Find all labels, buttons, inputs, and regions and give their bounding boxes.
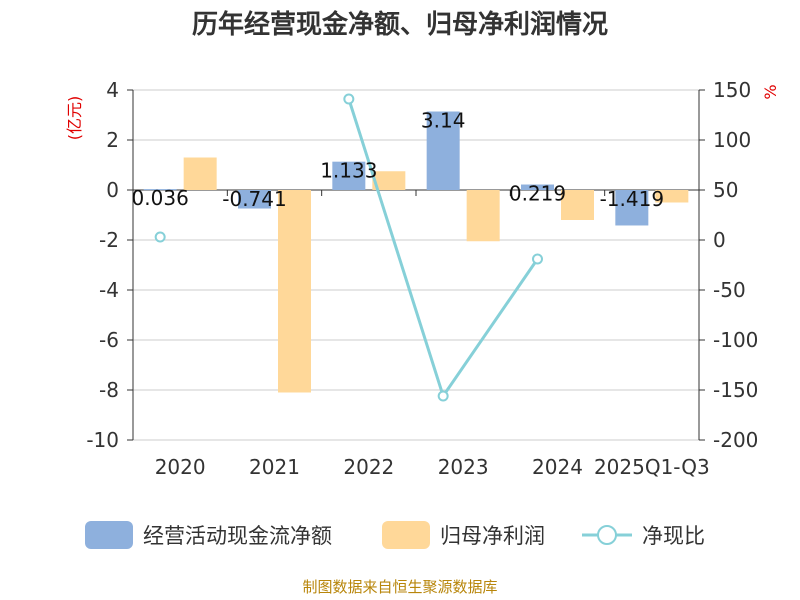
left-tick-label: -10 bbox=[86, 428, 119, 452]
right-tick-label: -100 bbox=[713, 328, 758, 352]
cashflow-data-label: -1.419 bbox=[600, 187, 664, 211]
legend-label-cash-ratio: 净现比 bbox=[642, 524, 705, 548]
chart-title: 历年经营现金净额、归母净利润情况 bbox=[192, 9, 608, 40]
legend-marker-cash-ratio bbox=[597, 525, 617, 545]
x-tick-label: 2024 bbox=[532, 455, 583, 479]
cash-ratio-point bbox=[154, 231, 166, 243]
cashflow-data-label: -0.741 bbox=[222, 187, 286, 211]
net-profit-bar bbox=[278, 190, 311, 393]
left-tick-label: 4 bbox=[106, 78, 119, 102]
net-profit-bar bbox=[372, 171, 406, 190]
cashflow-data-label: 1.133 bbox=[320, 159, 377, 183]
x-tick-label: 2022 bbox=[343, 455, 394, 479]
right-tick-label: 150 bbox=[713, 78, 751, 102]
right-tick-label: 100 bbox=[713, 128, 751, 152]
legend-swatch-cashflow bbox=[85, 521, 133, 549]
cash-ratio-point bbox=[532, 253, 543, 265]
cashflow-data-label: 0.036 bbox=[132, 186, 189, 210]
left-tick-label: -2 bbox=[99, 228, 119, 252]
source-note: 制图数据来自恒生聚源数据库 bbox=[302, 578, 497, 596]
left-tick-label: -8 bbox=[99, 378, 119, 402]
right-tick-label: 50 bbox=[713, 178, 738, 202]
x-tick-label: 2020 bbox=[155, 455, 206, 479]
cashflow-bar bbox=[521, 184, 554, 190]
cashflow-bar bbox=[143, 189, 177, 191]
legend-label-net-profit: 归母净利润 bbox=[440, 524, 545, 548]
net-profit-bar bbox=[561, 190, 594, 220]
x-tick-label: 2023 bbox=[438, 455, 489, 479]
legend-swatch-net-profit bbox=[382, 521, 430, 549]
cashflow-bar bbox=[426, 111, 460, 190]
right-tick-label: -50 bbox=[713, 278, 746, 302]
cashflow-data-label: 3.14 bbox=[421, 109, 466, 133]
x-tick-label: 2021 bbox=[249, 455, 300, 479]
left-tick-label: 2 bbox=[106, 128, 119, 152]
right-tick-label: -150 bbox=[713, 378, 758, 402]
left-tick-label: -4 bbox=[99, 278, 119, 302]
x-tick-label: 2025Q1-Q3 bbox=[594, 455, 710, 479]
right-tick-label: 0 bbox=[713, 228, 726, 252]
legend-label-cashflow: 经营活动现金流净额 bbox=[143, 524, 332, 548]
cash-ratio-point bbox=[343, 93, 355, 105]
left-unit-label: (亿元) bbox=[65, 96, 84, 141]
right-unit-label: % bbox=[761, 84, 780, 99]
net-profit-bar bbox=[183, 157, 217, 190]
left-tick-label: 0 bbox=[106, 178, 119, 202]
cashflow-data-label: 0.219 bbox=[509, 182, 566, 206]
cashflow-bar bbox=[615, 190, 649, 226]
cashflow-bar bbox=[332, 161, 366, 190]
cashflow-bar bbox=[238, 190, 271, 209]
right-tick-label: -200 bbox=[713, 428, 758, 452]
left-tick-label: -6 bbox=[99, 328, 119, 352]
net-profit-bar bbox=[655, 190, 689, 203]
net-profit-bar bbox=[466, 190, 500, 242]
cash-ratio-point bbox=[437, 390, 449, 402]
